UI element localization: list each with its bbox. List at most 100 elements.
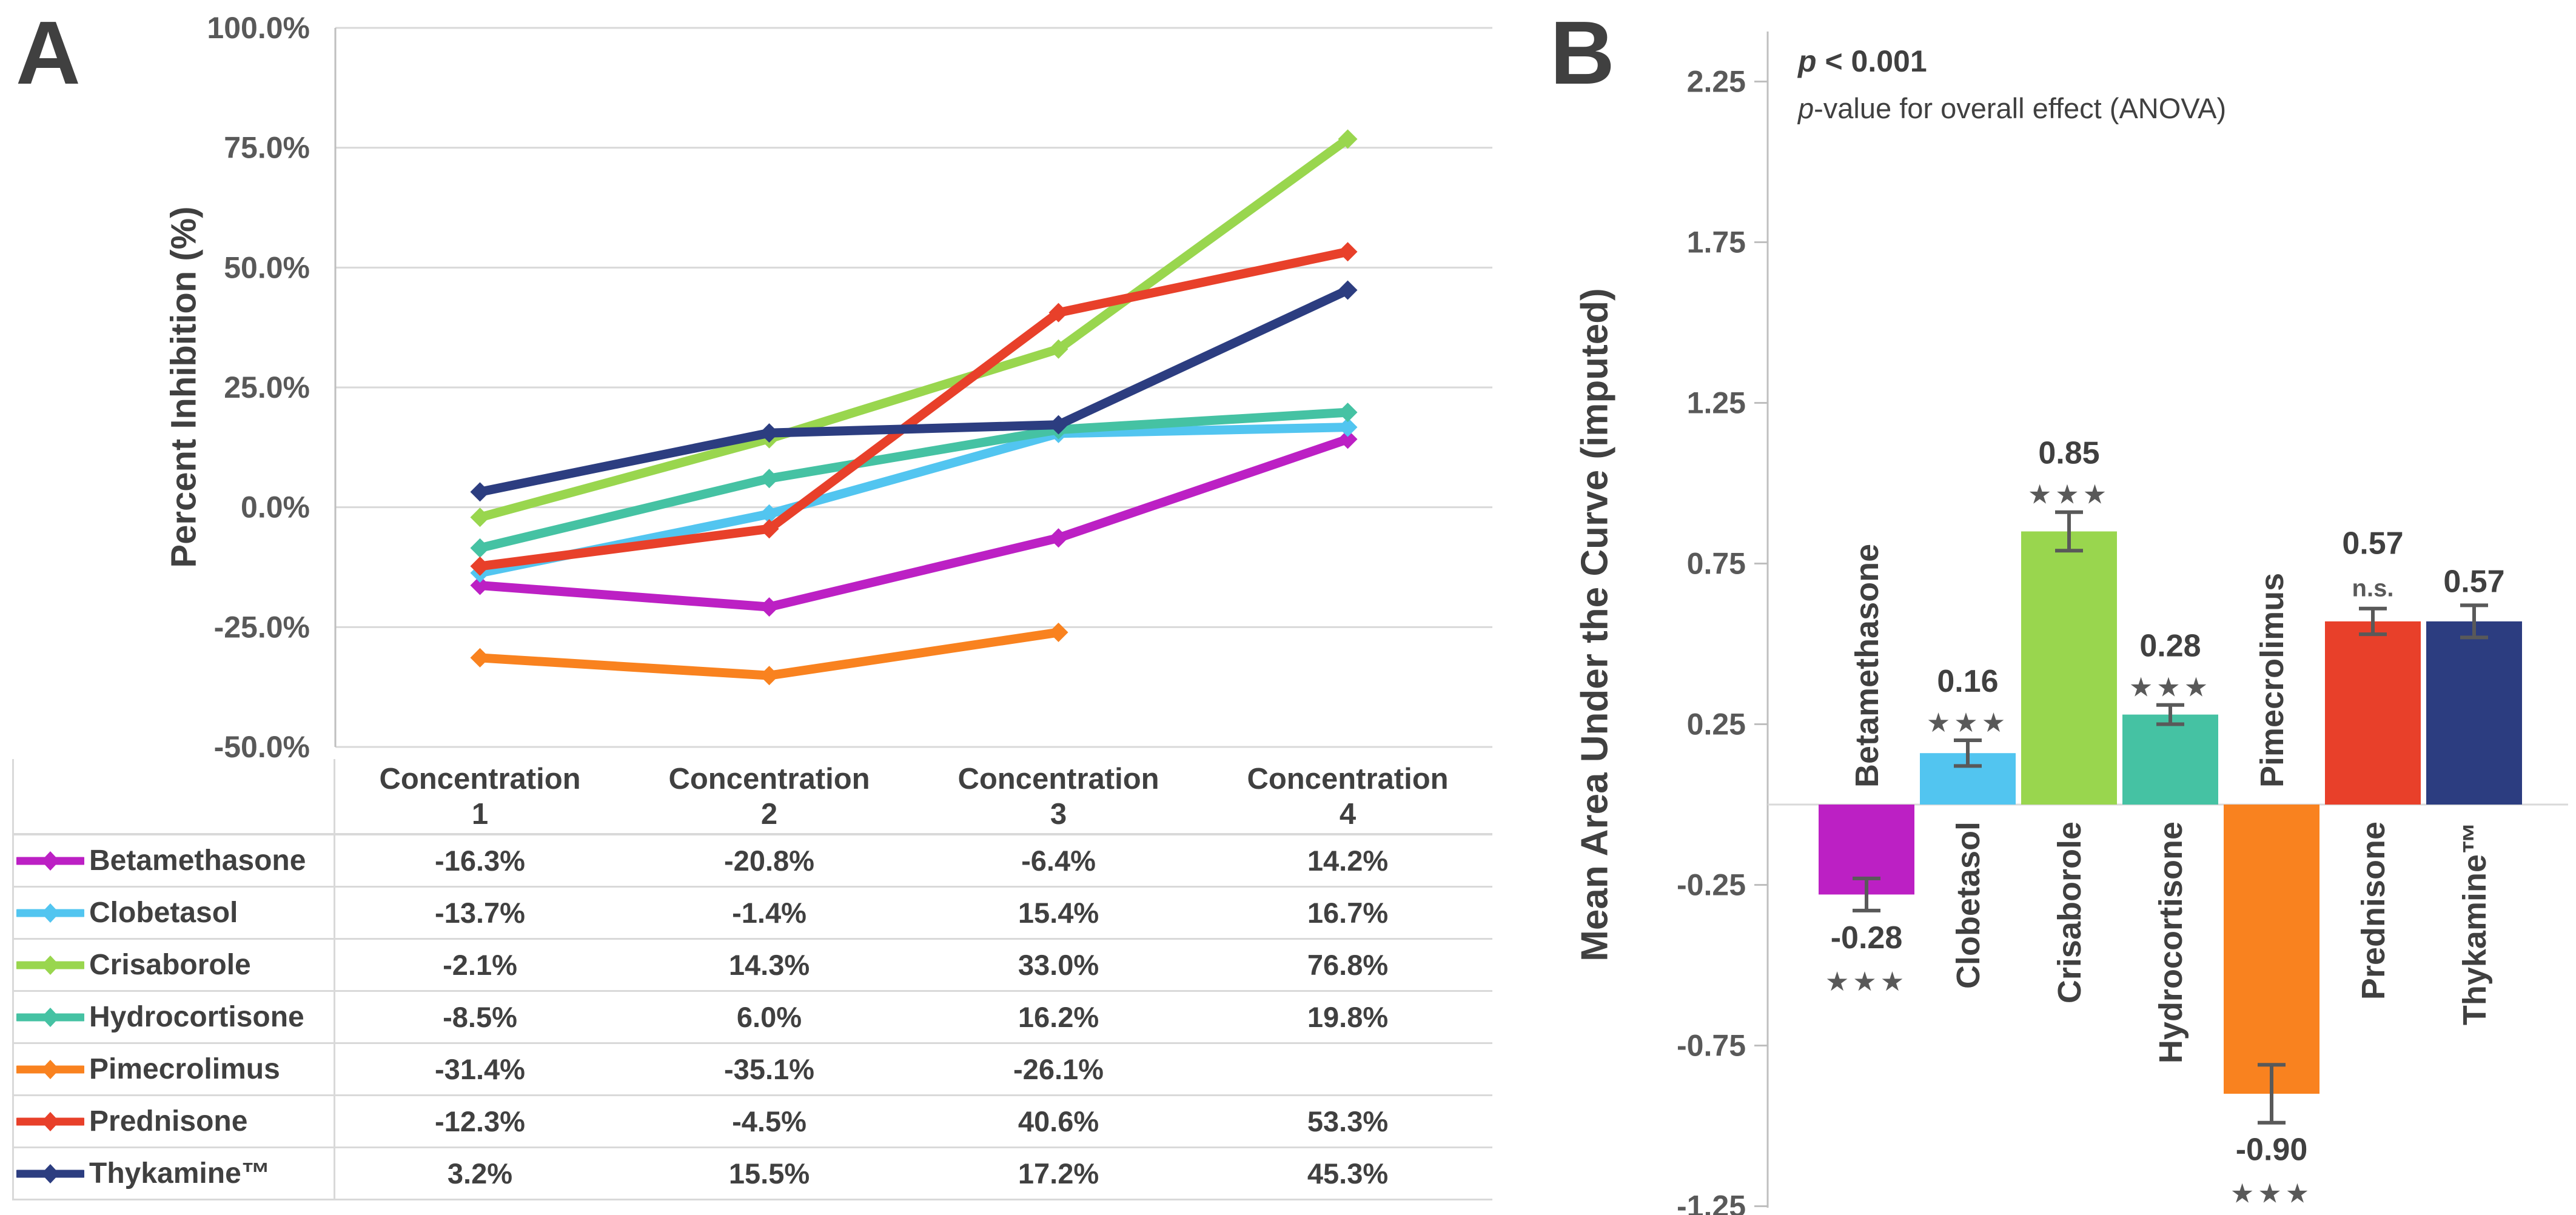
- table-corner-cell: [12, 759, 335, 835]
- anova-annotation: p < 0.001 p-value for overall effect (AN…: [1798, 38, 2226, 132]
- y-tick-label: 25.0%: [224, 370, 310, 404]
- significance-label-hydrocortisone: ★★★: [2129, 673, 2212, 703]
- data-point-marker: [1048, 415, 1068, 435]
- data-point-marker: [759, 469, 779, 489]
- series-line-thykamine: [475, 285, 1352, 497]
- header-word: Concentration: [958, 763, 1159, 795]
- data-point-marker: [759, 597, 779, 617]
- p-caption-text: -value for overall effect (ANOVA): [1814, 92, 2227, 124]
- table-value-clobetasol-c4: 16.7%: [1203, 888, 1492, 940]
- legend-diamond-marker: [41, 1163, 59, 1183]
- data-point-marker: [759, 519, 779, 539]
- line-series-clobetasol: [470, 417, 1358, 583]
- legend-cell-hydrocortisone: Hydrocortisone: [12, 992, 335, 1044]
- data-point-marker: [759, 423, 779, 443]
- y-tick-label: 100.0%: [207, 11, 310, 45]
- line-series-betamethasone: [470, 429, 1358, 617]
- panel-a-label: A: [16, 3, 81, 103]
- y-tick-label: 1.75: [1687, 226, 1746, 259]
- legend-diamond-marker: [41, 903, 59, 923]
- value-label-thykamine: 0.57: [2443, 564, 2504, 599]
- bar-pimecrolimus: [2224, 805, 2319, 1094]
- p-value-text: < 0.001: [1816, 44, 1927, 78]
- table-value-crisaborole-c3: 33.0%: [914, 940, 1203, 992]
- y-tick-label: -25.0%: [214, 610, 310, 644]
- data-point-marker: [759, 666, 779, 686]
- legend-diamond-marker: [41, 1007, 59, 1027]
- p-value-line: p < 0.001: [1798, 38, 2226, 85]
- category-label-thykamine: Thykamine™: [2457, 822, 2493, 1025]
- y-tick-label: 0.0%: [241, 490, 310, 524]
- table-row-hydrocortisone: Hydrocortisone -8.5% 6.0% 16.2% 19.8%: [12, 992, 1492, 1044]
- p-value-caption: p-value for overall effect (ANOVA): [1798, 85, 2226, 132]
- legend-diamond-marker: [41, 1111, 59, 1131]
- table-row-betamethasone: Betamethasone -16.3% -20.8% -6.4% 14.2%: [12, 835, 1492, 888]
- header-number: 3: [1050, 798, 1067, 831]
- bar-group-pimecrolimus: -0.90 ★★★ Pimecrolimus: [2224, 573, 2319, 1209]
- value-label-pimecrolimus: -0.90: [2236, 1133, 2308, 1168]
- category-label-clobetasol: Clobetasol: [1950, 822, 1987, 989]
- table-header-row: Concentration 1 Concentration 2 Concentratio…: [12, 759, 1492, 835]
- y-tick-label: -50.0%: [214, 730, 310, 764]
- header-number: 2: [760, 798, 778, 831]
- value-label-betamethasone: -0.28: [1831, 920, 1903, 956]
- y-tick-label: 1.25: [1687, 386, 1746, 420]
- bar-group-prednisone: n.s. 0.57 Prednisone: [2325, 526, 2421, 1000]
- data-point-marker: [1338, 242, 1358, 262]
- table-value-clobetasol-c3: 15.4%: [914, 888, 1203, 940]
- data-point-marker: [470, 575, 490, 595]
- value-label-crisaborole: 0.85: [2038, 436, 2099, 471]
- data-point-marker: [470, 556, 490, 576]
- table-value-pimecrolimus-c1: -31.4%: [335, 1044, 625, 1096]
- bar-group-thykamine: 0.57 Thykamine™: [2426, 564, 2522, 1025]
- header-word: Concentration: [379, 763, 581, 795]
- column-header-concentration-2: Concentration 2: [625, 759, 914, 835]
- bar-group-betamethasone: -0.28 ★★★ Betamethasone: [1819, 544, 1914, 997]
- legend-cell-crisaborole: Crisaborole: [12, 940, 335, 992]
- table-value-pimecrolimus-c4: [1203, 1044, 1492, 1096]
- panel-b-label: B: [1550, 3, 1615, 103]
- data-point-marker: [470, 507, 490, 527]
- table-value-clobetasol-c2: -1.4%: [625, 888, 914, 940]
- line-chart: 100.0% 75.0% 50.0% 25.0% 0.0% -25.0% -50.0%: [207, 11, 1492, 764]
- table-value-pimecrolimus-c2: -35.1%: [625, 1044, 914, 1096]
- p-symbol-2: p: [1798, 92, 1814, 124]
- column-header-concentration-1: Concentration 1: [335, 759, 625, 835]
- series-name-label: Crisaborole: [89, 949, 251, 981]
- line-series-prednisone: [470, 242, 1358, 576]
- table-value-betamethasone-c4: 14.2%: [1203, 835, 1492, 888]
- table-value-hydrocortisone-c2: 6.0%: [625, 992, 914, 1044]
- bar-group-hydrocortisone: ★★★ 0.28 Hydrocortisone: [2122, 629, 2218, 1063]
- significance-label-prednisone: n.s.: [2352, 575, 2394, 602]
- value-label-hydrocortisone: 0.28: [2139, 629, 2201, 664]
- legend-cell-thykamine: Thykamine™: [12, 1148, 335, 1200]
- category-label-prednisone: Prednisone: [2355, 822, 2392, 1000]
- series-name-label: Prednisone: [89, 1105, 248, 1137]
- significance-label-pimecrolimus: ★★★: [2230, 1179, 2313, 1209]
- legend-key-icon: [16, 1007, 84, 1027]
- column-header-concentration-4: Concentration 4: [1203, 759, 1492, 835]
- header-word: Concentration: [668, 763, 870, 795]
- table-row-thykamine: Thykamine™ 3.2% 15.5% 17.2% 45.3%: [12, 1148, 1492, 1200]
- table-value-hydrocortisone-c4: 19.8%: [1203, 992, 1492, 1044]
- y-tick-label: 2.25: [1687, 65, 1746, 99]
- data-point-marker: [1048, 303, 1068, 323]
- table-row-crisaborole: Crisaborole -2.1% 14.3% 33.0% 76.8%: [12, 940, 1492, 992]
- bar-crisaborole: [2021, 531, 2117, 805]
- data-point-marker: [470, 648, 490, 668]
- table-value-pimecrolimus-c3: -26.1%: [914, 1044, 1203, 1096]
- y-tick-label: -1.25: [1677, 1190, 1746, 1215]
- table-value-thykamine-c3: 17.2%: [914, 1148, 1203, 1200]
- header-number: 4: [1339, 798, 1357, 831]
- legend-cell-clobetasol: Clobetasol: [12, 888, 335, 940]
- y-tick-label: 0.25: [1687, 708, 1746, 741]
- legend-cell-prednisone: Prednisone: [12, 1096, 335, 1148]
- table-value-crisaborole-c4: 76.8%: [1203, 940, 1492, 992]
- y-tick-label: 0.75: [1687, 547, 1746, 581]
- value-label-clobetasol: 0.16: [1937, 664, 1998, 699]
- table-value-crisaborole-c1: -2.1%: [335, 940, 625, 992]
- value-label-prednisone: 0.57: [2342, 526, 2403, 561]
- series-line-hydrocortisone: [475, 407, 1352, 553]
- header-number: 1: [471, 798, 489, 831]
- table-value-prednisone-c1: -12.3%: [335, 1096, 625, 1148]
